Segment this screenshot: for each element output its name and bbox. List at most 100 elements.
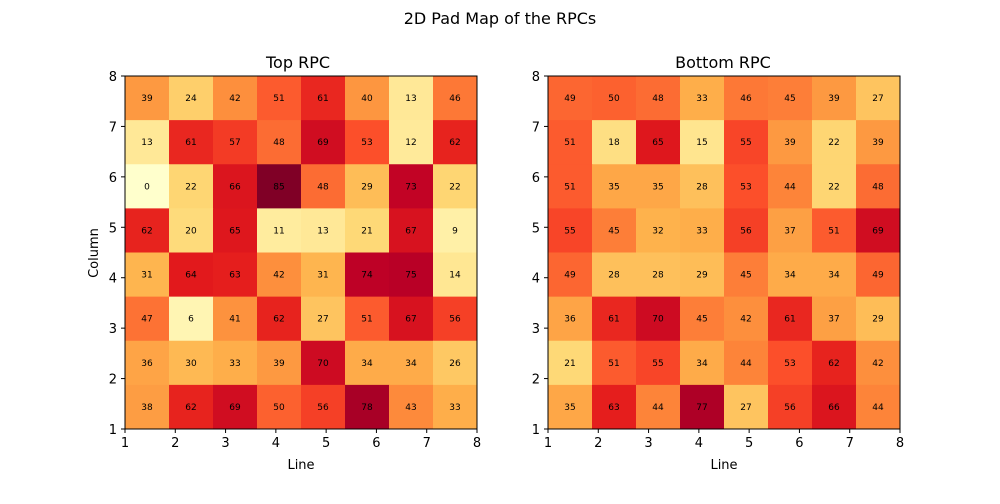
top-rpc-cell <box>433 120 478 165</box>
bottom-rpc-cell-value: 55 <box>564 226 575 236</box>
top-rpc-cell <box>345 208 390 253</box>
bottom-rpc-x-tick-label: 1 <box>544 436 552 451</box>
bottom-rpc-frame <box>547 75 901 430</box>
top-rpc-y-tick-label: 5 <box>109 221 117 236</box>
top-rpc-cell-value: 30 <box>185 359 197 369</box>
top-rpc-cell-value: 67 <box>405 315 416 325</box>
bottom-rpc-cell-value: 55 <box>652 359 663 369</box>
top-rpc-cell-value: 29 <box>361 182 373 192</box>
top-rpc-cell <box>257 384 302 430</box>
top-rpc-cell <box>213 164 258 209</box>
bottom-rpc-cell-value: 51 <box>828 226 839 236</box>
bottom-rpc-cell-value: 33 <box>696 226 707 236</box>
bottom-rpc-cell-value: 28 <box>652 271 664 281</box>
top-rpc-cell <box>125 384 170 430</box>
bottom-rpc-y-tick-label: 3 <box>532 322 540 337</box>
top-rpc-cell <box>169 252 214 298</box>
bottom-rpc-cell-value: 39 <box>872 138 884 148</box>
bottom-rpc-cell-value: 48 <box>872 182 884 192</box>
bottom-rpc-cell <box>812 164 857 209</box>
top-rpc-cell-value: 78 <box>361 403 373 413</box>
top-rpc-cell <box>169 208 214 253</box>
top-rpc-cell <box>169 164 214 209</box>
bottom-rpc-cell <box>724 384 769 430</box>
top-rpc-cell <box>389 340 434 386</box>
top-rpc-y-tick-label: 7 <box>109 120 117 135</box>
top-rpc-cell-value: 43 <box>405 403 416 413</box>
bottom-rpc-cell <box>724 120 769 165</box>
bottom-rpc-cell <box>768 296 813 342</box>
bottom-rpc-cell-value: 15 <box>696 138 707 148</box>
top-rpc-cell <box>389 76 434 121</box>
bottom-rpc-cell-value: 37 <box>828 315 839 325</box>
top-rpc-cell <box>169 120 214 165</box>
top-rpc-cell-value: 13 <box>141 138 152 148</box>
bottom-rpc-cell-value: 44 <box>872 403 884 413</box>
bottom-rpc-cell-value: 51 <box>564 138 575 148</box>
top-rpc-cell <box>345 296 390 342</box>
bottom-rpc-cell-value: 37 <box>784 226 795 236</box>
bottom-rpc-cell <box>636 252 681 298</box>
top-rpc-cell <box>301 208 346 253</box>
top-rpc-cell-value: 65 <box>229 226 240 236</box>
top-rpc-cell-value: 14 <box>449 271 461 281</box>
top-rpc-cell-value: 31 <box>317 271 328 281</box>
bottom-rpc-y-ticks: 1 2 3 4 5 6 7 8 <box>532 70 548 438</box>
bottom-rpc-cell <box>812 384 857 430</box>
top-rpc-cell-value: 62 <box>185 403 196 413</box>
top-rpc-y-tick-label: 8 <box>109 70 117 85</box>
bottom-rpc-y-tick-label: 2 <box>532 373 540 388</box>
bottom-rpc-x-tick-label: 5 <box>745 436 753 451</box>
bottom-rpc-cell <box>592 252 637 298</box>
top-rpc-cell-value: 67 <box>405 226 416 236</box>
bottom-rpc-cell <box>592 384 637 430</box>
top-rpc-cell-value: 61 <box>185 138 196 148</box>
top-rpc-cell-value: 62 <box>273 315 284 325</box>
top-rpc-cell-value: 42 <box>273 271 284 281</box>
bottom-rpc-cell-value: 28 <box>608 271 620 281</box>
bottom-rpc-cell-value: 51 <box>608 359 619 369</box>
bottom-rpc-cell <box>636 340 681 386</box>
top-rpc-cell <box>389 208 434 253</box>
top-rpc-cell <box>345 76 390 121</box>
bottom-rpc-cell-value: 22 <box>828 138 839 148</box>
bottom-rpc-cell <box>812 120 857 165</box>
top-rpc-cell-value: 74 <box>361 271 373 281</box>
top-rpc-cell <box>389 120 434 165</box>
bottom-rpc-cell-value: 28 <box>696 182 708 192</box>
bottom-rpc-cell <box>592 76 637 121</box>
bottom-rpc-cell-value: 63 <box>608 403 619 413</box>
top-rpc-cell-value: 53 <box>361 138 372 148</box>
top-rpc-cell <box>301 384 346 430</box>
top-rpc-x-axis-label: Line <box>287 458 314 473</box>
bottom-rpc-cell-value: 69 <box>872 226 884 236</box>
bottom-rpc-cell-value: 45 <box>740 271 751 281</box>
bottom-rpc-cell <box>768 208 813 253</box>
top-rpc-cell-value: 42 <box>229 94 240 104</box>
top-rpc-cell <box>389 384 434 430</box>
top-rpc-cell <box>213 120 258 165</box>
top-rpc-cell-value: 75 <box>405 271 416 281</box>
top-rpc-cell <box>125 296 170 342</box>
top-rpc-cell-value: 21 <box>361 226 372 236</box>
bottom-rpc-cell-value: 70 <box>652 315 664 325</box>
top-rpc-cell-value: 61 <box>317 94 328 104</box>
bottom-rpc-cell <box>680 76 725 121</box>
top-rpc-cell <box>345 164 390 209</box>
top-rpc-title: Top RPC <box>265 53 330 72</box>
bottom-rpc-y-tick-label: 5 <box>532 221 540 236</box>
top-rpc-cell <box>345 384 390 430</box>
bottom-rpc-x-tick-label: 8 <box>896 436 904 451</box>
top-rpc-cell <box>125 76 170 121</box>
bottom-rpc-cell <box>592 120 637 165</box>
bottom-rpc-cell-value: 56 <box>784 403 796 413</box>
bottom-rpc-cell-value: 56 <box>740 226 752 236</box>
bottom-rpc-cell <box>724 164 769 209</box>
bottom-rpc-cell <box>856 208 901 253</box>
top-rpc-cell-value: 70 <box>317 359 329 369</box>
top-rpc-cell-value: 33 <box>449 403 460 413</box>
bottom-rpc-cell-value: 62 <box>828 359 839 369</box>
